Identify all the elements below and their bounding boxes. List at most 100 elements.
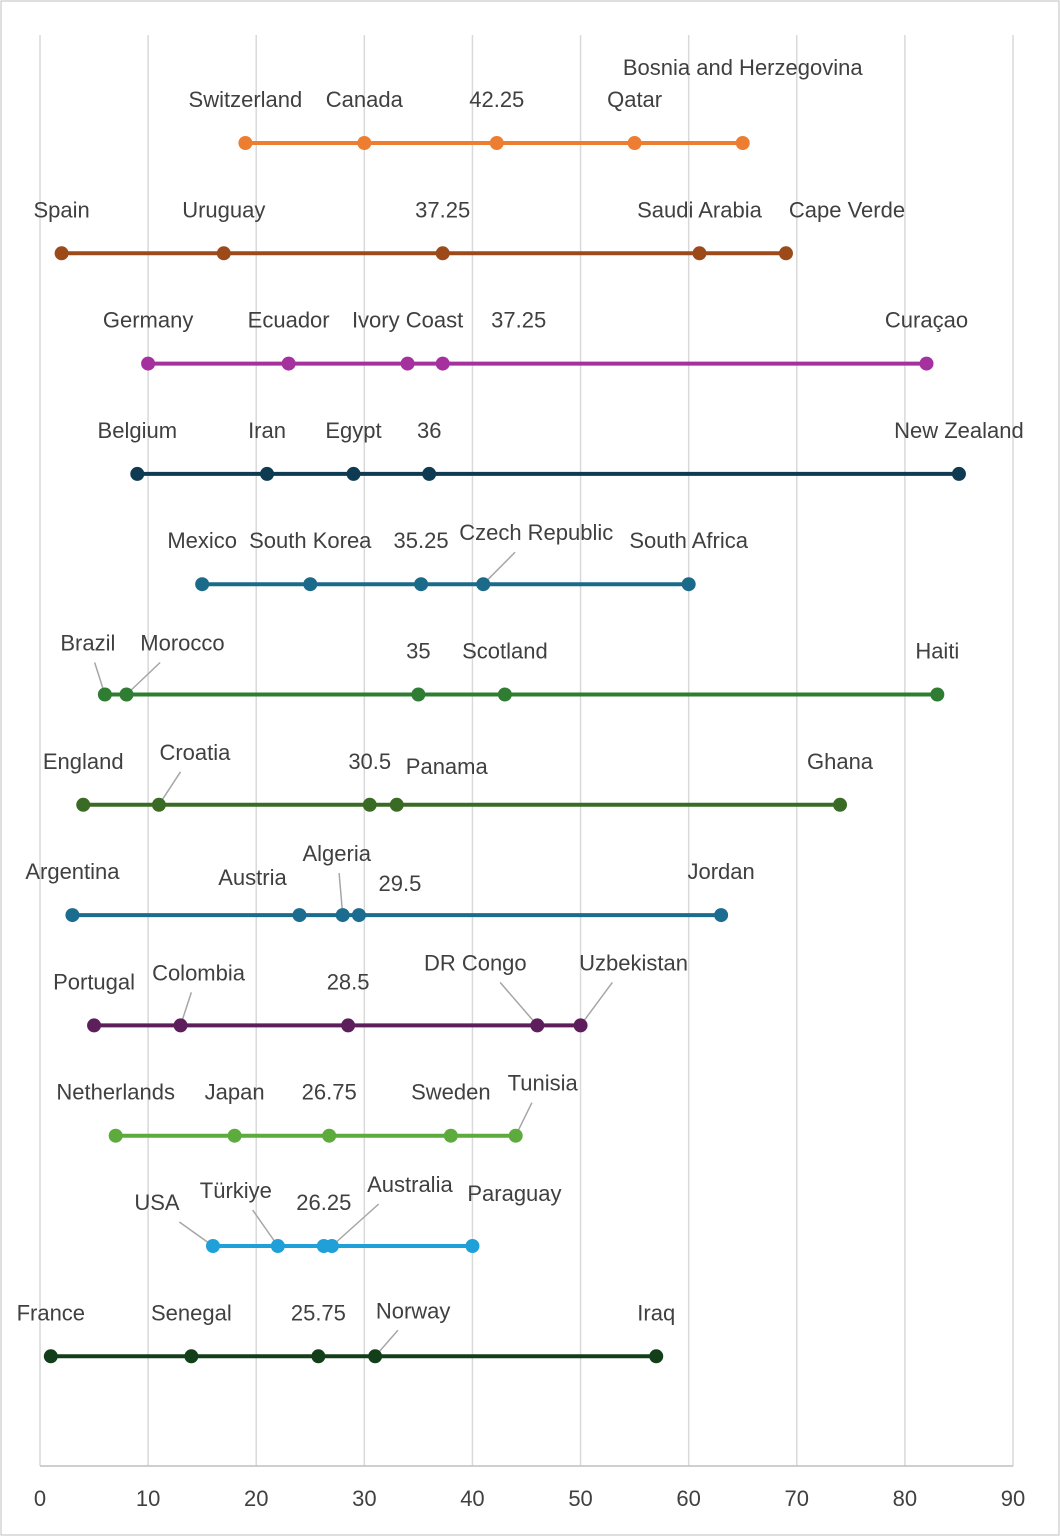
mean-dot: [362, 797, 377, 812]
team-dot: [303, 577, 318, 592]
team-dot: [930, 687, 945, 702]
team-label: Algeria: [302, 841, 371, 866]
team-dot: [292, 908, 307, 923]
leader-line: [252, 1209, 279, 1247]
team-dot: [335, 908, 350, 923]
team-dot: [54, 246, 69, 261]
team-dot: [573, 1018, 588, 1033]
mean-label: 35: [406, 639, 430, 664]
mean-dot: [411, 687, 426, 702]
team-label: Egypt: [325, 418, 381, 443]
x-tick-label: 70: [785, 1486, 809, 1511]
team-dot: [65, 908, 80, 923]
x-tick-label: 20: [244, 1486, 268, 1511]
team-label: Jordan: [687, 859, 754, 884]
leader-line: [482, 551, 516, 585]
team-label: South Korea: [249, 528, 372, 553]
team-label: Paraguay: [467, 1181, 561, 1206]
mean-dot: [489, 136, 504, 150]
team-dot: [627, 136, 642, 150]
team-dot: [97, 687, 112, 702]
team-dot: [270, 1239, 285, 1253]
team-label: Curaçao: [885, 308, 968, 333]
team-dot: [357, 136, 372, 150]
team-label: Japan: [205, 1080, 265, 1105]
team-dot: [195, 577, 210, 592]
team-label: Switzerland: [189, 87, 303, 112]
team-label: Australia: [367, 1172, 453, 1197]
team-dot: [681, 577, 696, 592]
team-label: Cape Verde: [789, 197, 905, 222]
team-label: Argentina: [25, 859, 120, 884]
x-tick-label: 60: [676, 1486, 700, 1511]
mean-label: 36: [417, 418, 441, 443]
leader-line: [579, 981, 613, 1026]
team-dot: [714, 908, 729, 923]
mean-label: 29.5: [379, 871, 422, 896]
team-dot: [443, 1128, 458, 1143]
team-label: Iraq: [637, 1300, 675, 1325]
team-label: New Zealand: [894, 418, 1024, 443]
team-dot: [465, 1239, 480, 1253]
team-label: Norway: [376, 1298, 451, 1323]
team-dot: [389, 797, 404, 812]
team-label: Morocco: [140, 631, 224, 656]
team-label: Senegal: [151, 1300, 232, 1325]
team-label: Colombia: [152, 960, 246, 985]
team-label: Uruguay: [182, 197, 265, 222]
team-dot: [530, 1018, 545, 1033]
team-label: Portugal: [53, 969, 135, 994]
team-dot: [43, 1349, 58, 1364]
team-label: Germany: [103, 308, 193, 333]
mean-dot: [322, 1128, 337, 1143]
team-dot: [205, 1239, 220, 1253]
team-dot: [692, 246, 707, 261]
team-dot: [649, 1349, 664, 1364]
team-dot: [497, 687, 512, 702]
team-dot: [346, 466, 361, 481]
team-label: Iran: [248, 418, 286, 443]
team-label: Sweden: [411, 1080, 491, 1105]
mean-label: 37.25: [491, 308, 546, 333]
team-label: Czech Republic: [459, 520, 613, 545]
team-dot: [919, 356, 934, 371]
mean-label: 35.25: [394, 528, 449, 553]
team-label: France: [17, 1300, 85, 1325]
team-dot: [141, 356, 156, 371]
team-label: DR Congo: [424, 950, 527, 975]
team-dot: [400, 356, 415, 371]
team-dot: [227, 1128, 242, 1143]
mean-dot: [414, 577, 429, 592]
team-dot: [130, 466, 145, 481]
mean-dot: [341, 1018, 356, 1033]
team-dot: [260, 466, 275, 481]
team-label: Belgium: [98, 418, 177, 443]
leader-line: [499, 981, 538, 1026]
team-label: Brazil: [60, 631, 115, 656]
mean-label: 37.25: [415, 197, 470, 222]
team-dot: [778, 246, 793, 261]
x-tick-label: 90: [1001, 1486, 1025, 1511]
team-label: Austria: [218, 865, 287, 890]
team-dot: [951, 466, 966, 481]
team-label: Croatia: [159, 740, 231, 765]
mean-label: 42.25: [469, 87, 524, 112]
team-label: USA: [134, 1190, 180, 1215]
team-dot: [368, 1349, 383, 1364]
mean-label: 26.25: [296, 1190, 351, 1215]
team-label: Scotland: [462, 639, 548, 664]
mean-dot: [311, 1349, 326, 1364]
leader-line: [338, 873, 344, 916]
team-dot: [216, 246, 231, 261]
team-dot: [508, 1128, 523, 1143]
mean-label: 30.5: [348, 749, 391, 774]
x-tick-label: 40: [460, 1486, 484, 1511]
team-label: Spain: [33, 197, 89, 222]
mean-dot: [351, 908, 366, 923]
team-dot: [119, 687, 134, 702]
team-label: Haiti: [915, 639, 959, 664]
mean-dot: [435, 246, 450, 261]
team-label: Türkiye: [200, 1178, 272, 1203]
team-label: Saudi Arabia: [637, 197, 763, 222]
team-label: Netherlands: [56, 1080, 175, 1105]
